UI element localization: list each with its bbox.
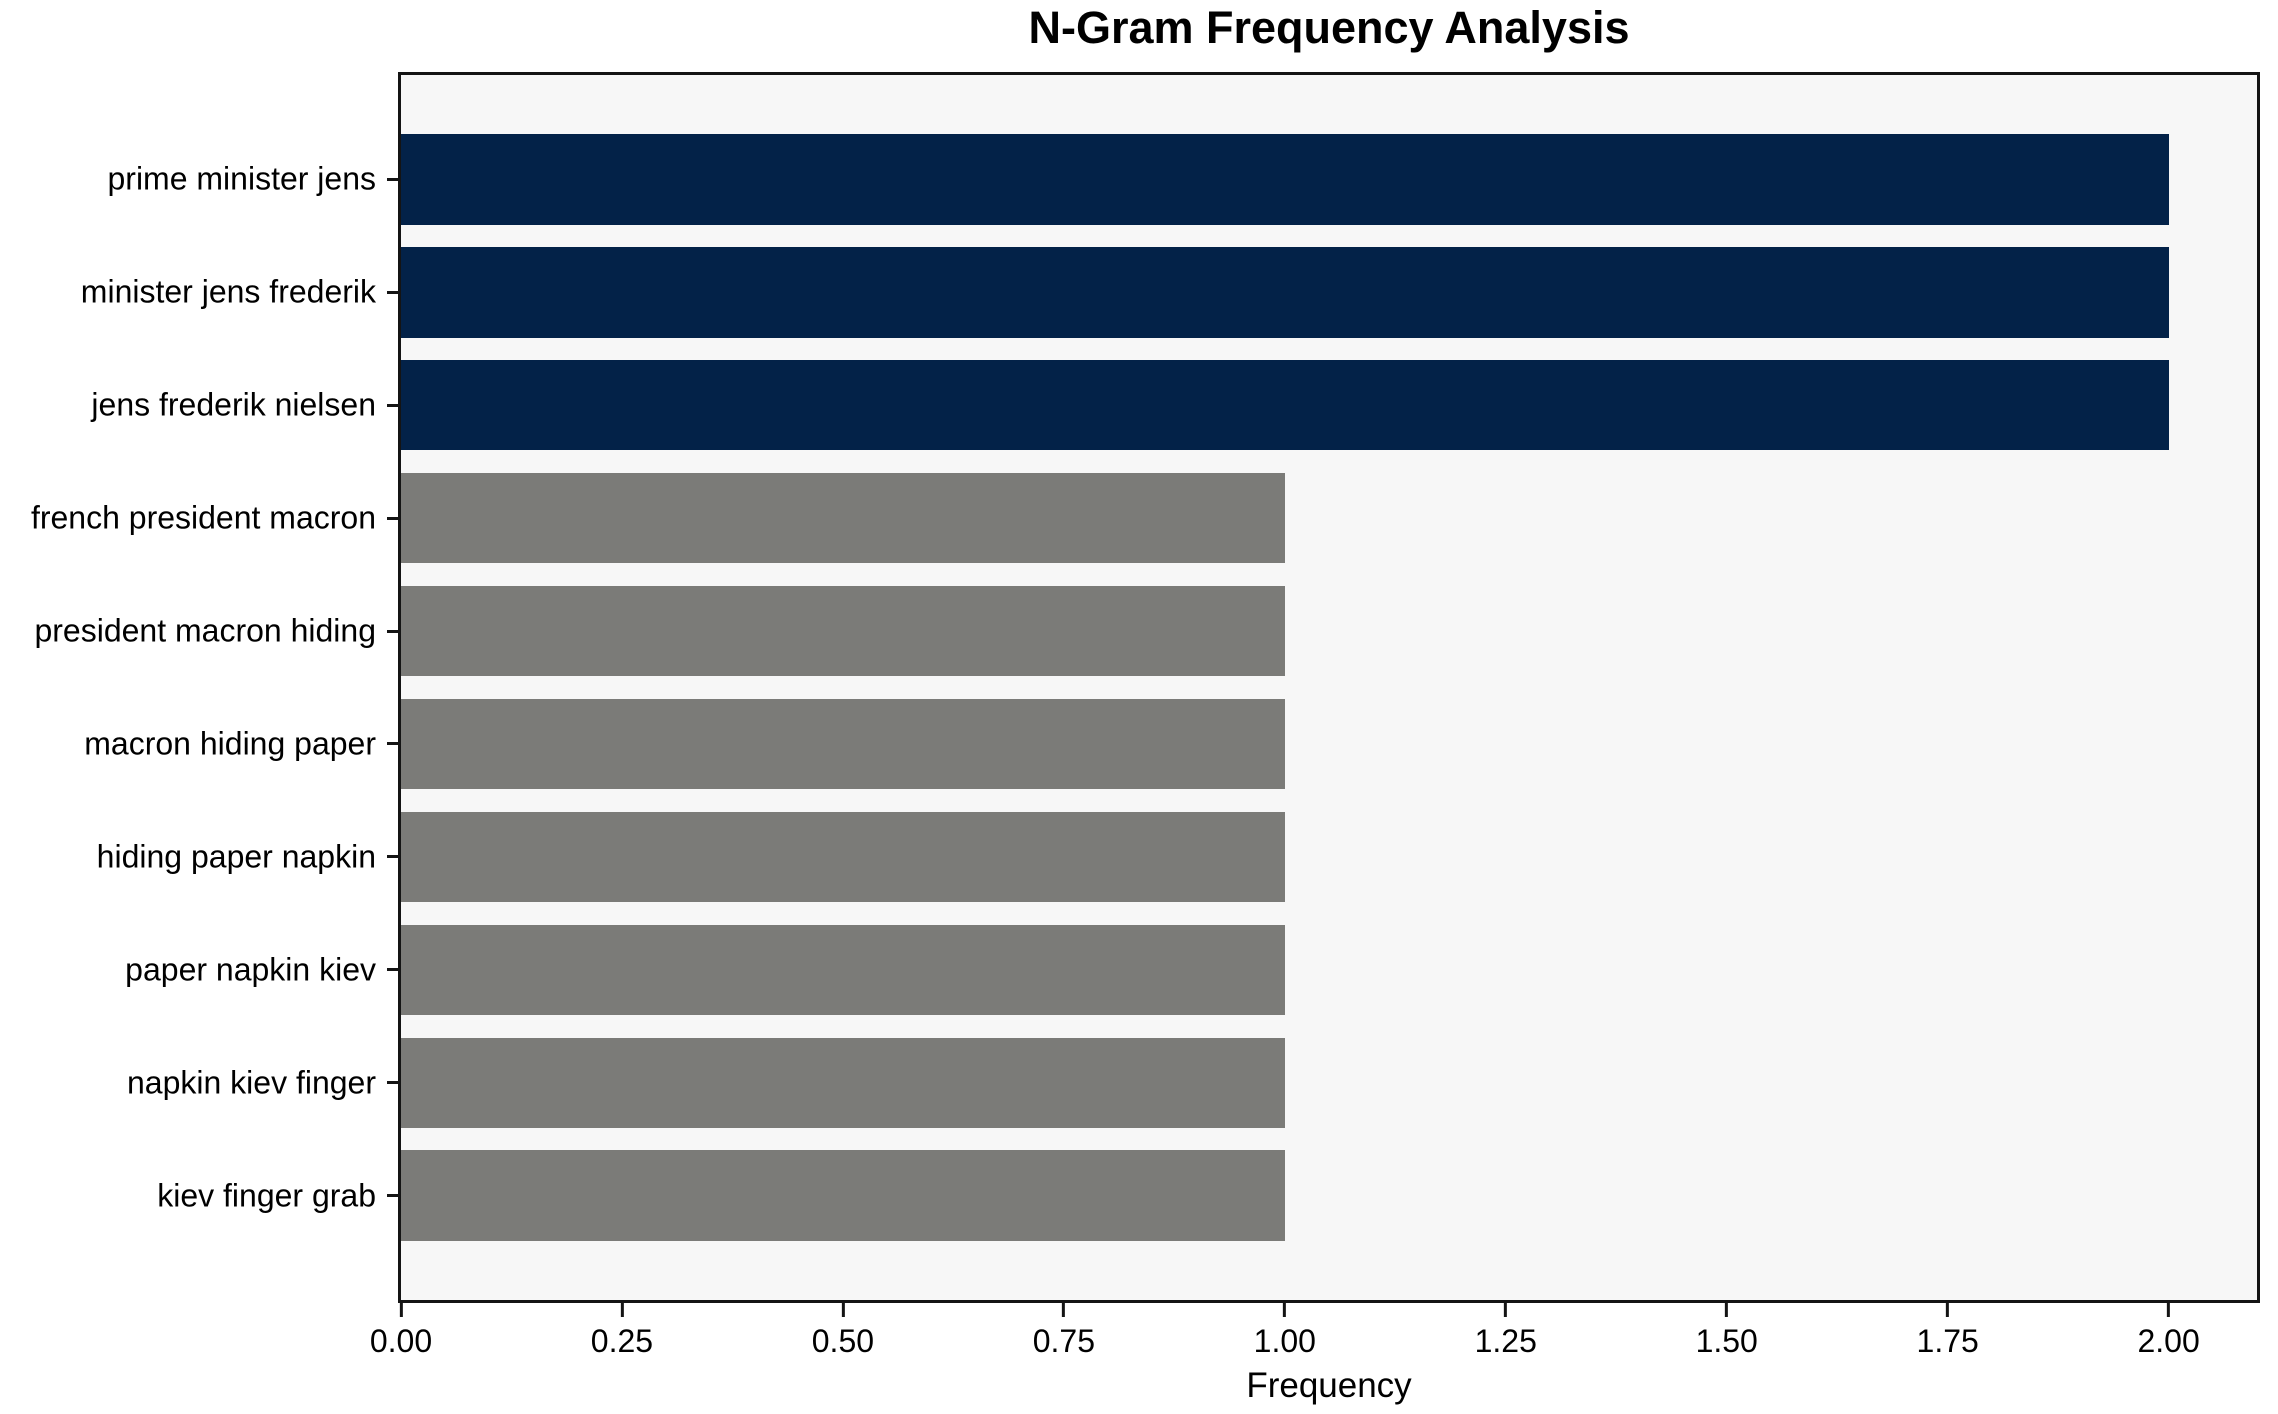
bar-row: french president macron: [31, 462, 2257, 575]
bar: [401, 1150, 1285, 1241]
y-tick-mark: [387, 742, 398, 746]
x-tick: 1.75: [1917, 1303, 1979, 1360]
y-tick-label: minister jens frederik: [80, 273, 376, 310]
x-tick-mark: [620, 1303, 624, 1317]
bar: [401, 134, 2169, 225]
bar: [401, 473, 1285, 564]
y-tick-label: hiding paper napkin: [96, 838, 376, 875]
chart-title: N-Gram Frequency Analysis: [1028, 2, 1630, 53]
plot-area: prime minister jens minister jens frederi…: [31, 72, 2260, 1303]
x-tick-label: 0.75: [1032, 1323, 1095, 1359]
y-tick-label: napkin kiev finger: [126, 1064, 376, 1101]
bar-row: paper napkin kiev: [125, 913, 2257, 1026]
bar: [401, 1037, 1285, 1128]
bar: [401, 247, 2169, 338]
y-tick-label: jens frederik nielsen: [91, 386, 376, 423]
x-tick-label: 1.50: [1695, 1323, 1758, 1359]
x-tick: 1.00: [1254, 1303, 1316, 1360]
bar-row: hiding paper napkin: [97, 800, 2257, 913]
bar-row: jens frederik nielsen: [91, 349, 2257, 462]
x-tick: 2.00: [2137, 1303, 2200, 1360]
x-tick-mark: [1725, 1303, 1729, 1317]
bar: [401, 360, 2169, 451]
x-tick-mark: [1283, 1303, 1287, 1317]
bar-row: prime minister jens: [107, 123, 2257, 236]
x-tick-label: 1.00: [1253, 1323, 1316, 1359]
bar-rows: prime minister jens minister jens frederi…: [31, 75, 2257, 1300]
x-tick-label: 1.75: [1916, 1323, 1979, 1359]
x-tick: 0.25: [591, 1303, 653, 1360]
x-tick-mark: [1062, 1303, 1066, 1317]
x-tick-mark: [1504, 1303, 1508, 1317]
x-tick: 0.50: [812, 1303, 874, 1360]
bar-row: napkin kiev finger: [127, 1026, 2257, 1139]
x-tick-label: 0.50: [811, 1323, 875, 1359]
bar: [401, 924, 1285, 1015]
x-tick-mark: [2167, 1303, 2171, 1317]
y-tick-mark: [387, 1194, 398, 1198]
x-tick-mark: [1946, 1303, 1950, 1317]
x-tick-mark: [841, 1303, 845, 1317]
y-tick-label: president macron hiding: [34, 612, 376, 649]
y-tick-mark: [387, 968, 398, 972]
x-tick: 1.50: [1696, 1303, 1758, 1360]
y-tick-mark: [387, 1081, 398, 1085]
x-tick: 0.00: [370, 1303, 432, 1360]
x-axis-label: Frequency: [1246, 1366, 1412, 1405]
y-tick-label: french president macron: [30, 499, 376, 536]
x-tick-label: 1.25: [1474, 1323, 1537, 1359]
y-tick-mark: [387, 855, 398, 859]
bar-row: kiev finger grab: [157, 1139, 2257, 1252]
x-tick-mark: [399, 1303, 403, 1317]
y-tick-label: prime minister jens: [107, 160, 376, 197]
x-tick-label: 2.00: [2137, 1323, 2200, 1359]
x-tick: 1.25: [1475, 1303, 1537, 1360]
y-tick-label: paper napkin kiev: [125, 951, 376, 988]
y-tick-label: kiev finger grab: [157, 1177, 376, 1214]
bar: [401, 811, 1285, 903]
x-axis: 0.00 0.25 0.50 0.75 1.00 1.25 1.50 1.75 2.00: [370, 1303, 2257, 1373]
y-tick-label: macron hiding paper: [84, 725, 376, 762]
x-tick-label: 0.00: [369, 1323, 433, 1359]
y-tick-mark: [387, 403, 398, 407]
bar: [401, 585, 1285, 677]
bar-row: president macron hiding: [34, 575, 2257, 688]
y-tick-mark: [387, 516, 398, 520]
y-tick-mark: [387, 177, 398, 181]
y-tick-mark: [387, 290, 398, 294]
x-tick-label: 0.25: [590, 1323, 654, 1359]
x-tick: 0.75: [1033, 1303, 1095, 1360]
y-tick-mark: [387, 629, 398, 633]
bar-row: minister jens frederik: [81, 236, 2257, 349]
bar-row: macron hiding paper: [84, 688, 2257, 801]
bar: [401, 698, 1285, 790]
